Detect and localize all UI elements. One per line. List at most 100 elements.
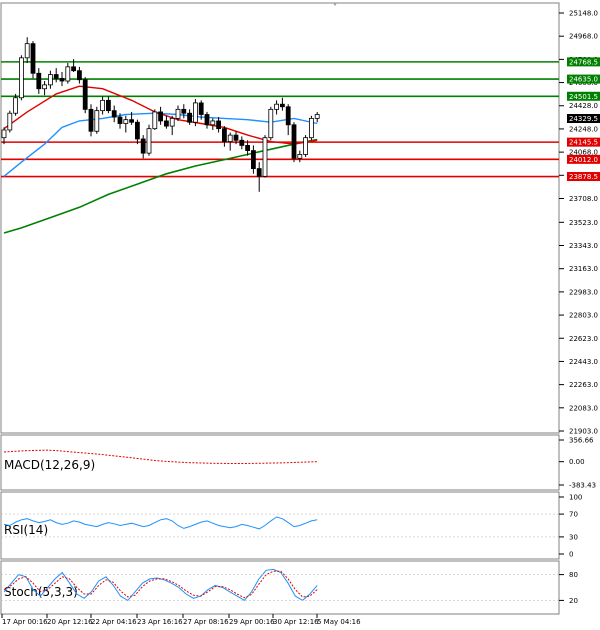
price-tick-label: 25148.0 (569, 10, 598, 18)
candle-body (279, 103, 285, 108)
candle-body (134, 121, 140, 140)
candle-body (94, 110, 100, 132)
time-tick-label: 27 Apr 08:16 (183, 618, 229, 626)
ma-slow-line (3, 138, 318, 234)
candle-body (268, 108, 274, 139)
candle-body (175, 108, 181, 119)
candle-body (303, 137, 309, 155)
candle-body (146, 128, 152, 154)
indicator-tick-label: 70 (569, 511, 578, 519)
price-tick-label: 22983.0 (569, 288, 598, 296)
candle-body (308, 117, 314, 139)
level-label: 23878.5 (569, 173, 598, 181)
level-label: 24012.0 (569, 156, 598, 164)
candle-body (245, 145, 251, 151)
indicator-tick-label: 100 (569, 494, 582, 502)
level-label: 24635.0 (569, 76, 598, 84)
candle-body (163, 120, 169, 127)
candle-body (221, 128, 227, 142)
scroll-marker-icon (333, 3, 337, 6)
price-tick-label: 23708.0 (569, 195, 598, 203)
level-label-box (567, 91, 600, 101)
price-tick-label: 22083.0 (569, 404, 598, 412)
candle-body (59, 78, 65, 82)
candle-body (88, 108, 94, 132)
candle-body (111, 110, 117, 118)
candle-body (53, 74, 59, 79)
macd-label: MACD(12,26,9) (4, 458, 95, 472)
time-tick-label: 22 Apr 04:16 (91, 618, 137, 626)
price-tick-label: 22623.0 (569, 335, 598, 343)
indicator-tick-label: -383.43 (569, 482, 596, 490)
price-tick-label: 24068.0 (569, 149, 598, 157)
candle-body (204, 114, 210, 126)
candle-body (123, 119, 129, 124)
price-tick-label: 22263.0 (569, 381, 598, 389)
time-tick-label: 20 Apr 12:16 (47, 618, 93, 626)
candle-body (117, 116, 123, 124)
stoch-signal-line (3, 570, 318, 599)
candle-body (250, 150, 256, 170)
rsi-label: RSI(14) (4, 523, 48, 537)
candle-body (239, 139, 245, 146)
level-label: 24145.5 (569, 139, 598, 147)
time-tick-label: 5 May 04:16 (317, 618, 361, 626)
candle-body (42, 84, 47, 90)
price-tick-label: 21903.0 (569, 428, 598, 436)
indicator-tick-label: 20 (569, 597, 578, 605)
level-label-box (567, 137, 600, 147)
price-tick-label: 23523.0 (569, 219, 598, 227)
price-tick-label: 22803.0 (569, 312, 598, 320)
candle-body (36, 72, 42, 90)
current-price-label: 24329.5 (569, 115, 598, 123)
candle-body (181, 108, 187, 114)
price-tick-label: 24428.0 (569, 102, 598, 110)
level-label-box (567, 172, 600, 182)
time-tick-label: 23 Apr 16:16 (137, 618, 183, 626)
time-tick-label: 29 Apr 00:16 (229, 618, 275, 626)
time-tick-label: 30 Apr 12:16 (273, 618, 319, 626)
candle-body (77, 70, 82, 81)
indicator-tick-label: 80 (569, 571, 578, 579)
candle-body (210, 120, 216, 126)
candle-body (24, 43, 30, 59)
candle-body (291, 124, 297, 159)
price-tick-label: 23343.0 (569, 242, 598, 250)
candle-body (1, 129, 7, 139)
candle-body (285, 106, 291, 126)
level-label-box (567, 57, 600, 67)
indicator-tick-label: 356.66 (569, 437, 594, 445)
candle-body (169, 117, 175, 127)
candle-body (227, 134, 233, 142)
candle-body (187, 112, 193, 123)
candle-body (314, 114, 320, 119)
candle-body (233, 134, 239, 141)
time-tick-label: 17 Apr 00:16 (2, 618, 48, 626)
indicator-tick-label: 30 (569, 533, 578, 541)
candle-body (198, 102, 204, 115)
level-label: 24768.5 (569, 58, 598, 66)
candle-body (18, 57, 24, 99)
candle-body (152, 111, 158, 130)
candle-body (158, 111, 164, 122)
stoch-panel-frame (0, 560, 560, 615)
price-tick-label: 24248.0 (569, 125, 598, 133)
price-tick-label: 22443.0 (569, 358, 598, 366)
candle-body (100, 99, 105, 112)
candle-body (106, 99, 111, 112)
indicator-tick-label: 0 (569, 551, 573, 559)
candle-body (129, 119, 135, 123)
candle-body (140, 138, 146, 154)
candle-body (13, 97, 19, 114)
current-price-box (567, 114, 600, 123)
rsi-panel-frame (0, 491, 560, 560)
candle-body (7, 112, 13, 131)
candle-body (274, 103, 280, 110)
candle-body (216, 120, 222, 130)
candle-body (297, 154, 303, 159)
candle-body (82, 79, 88, 110)
level-label-box (567, 74, 600, 84)
candle-body (30, 43, 36, 74)
price-tick-label: 23163.0 (569, 265, 598, 273)
